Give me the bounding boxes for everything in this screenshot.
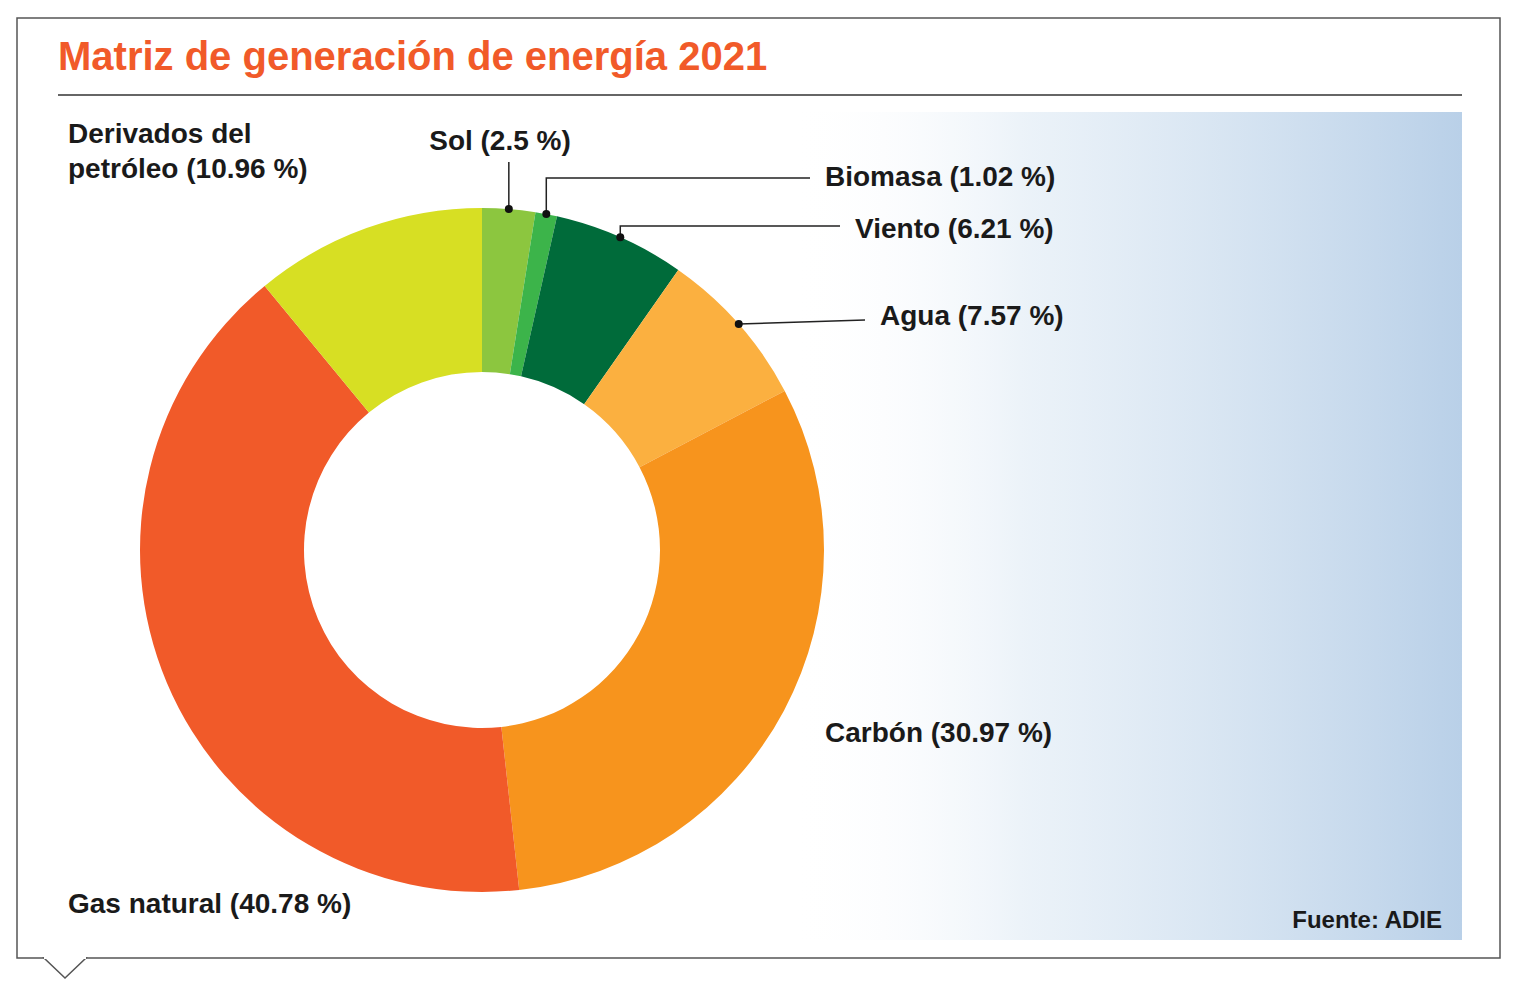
html-text:Fuente: ADIE: Fuente: ADIE: [1292, 906, 1442, 933]
svg-text:Derivados delpetróleo (10.96 %: Derivados delpetróleo (10.96 %): [68, 118, 308, 184]
svg-text:Agua (7.57 %): Agua (7.57 %): [880, 300, 1064, 331]
svg-text:Carbón (30.97 %): Carbón (30.97 %): [825, 717, 1052, 748]
svg-text:Viento (6.21 %): Viento (6.21 %): [855, 213, 1054, 244]
svg-text:Sol (2.5 %): Sol (2.5 %): [429, 125, 571, 156]
svg-text:Biomasa (1.02 %): Biomasa (1.02 %): [825, 161, 1055, 192]
html-text:Matriz de generación de energí: Matriz de generación de energía 2021: [58, 34, 768, 78]
svg-text:Gas natural (40.78 %): Gas natural (40.78 %): [68, 888, 351, 919]
